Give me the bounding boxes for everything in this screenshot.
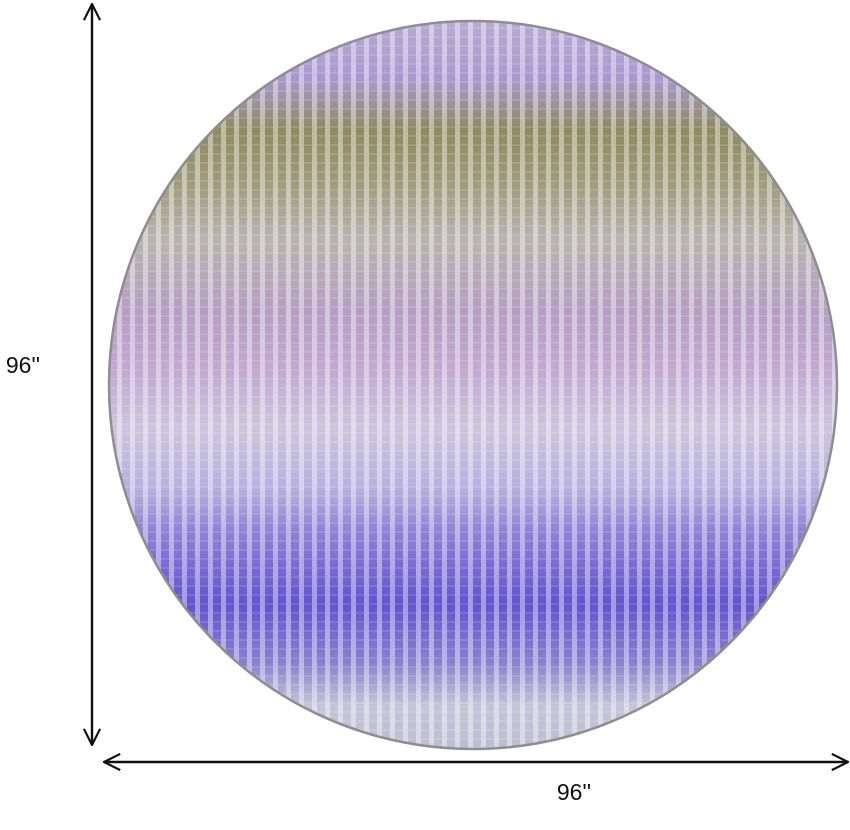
rug-texture xyxy=(109,21,837,749)
rug xyxy=(107,19,839,751)
rug-edge xyxy=(107,19,839,751)
height-label: 96'' xyxy=(6,352,40,378)
width-label: 96'' xyxy=(557,779,591,805)
